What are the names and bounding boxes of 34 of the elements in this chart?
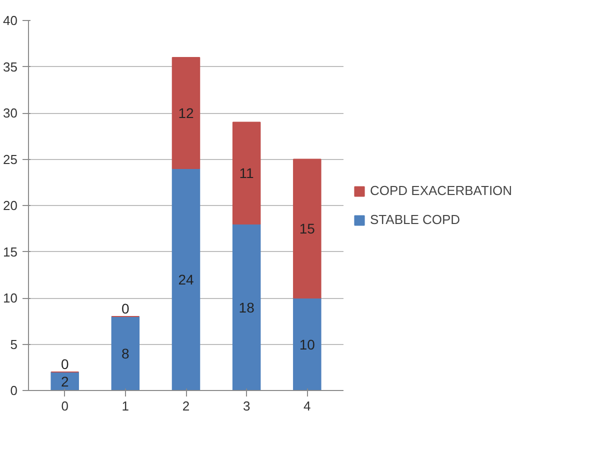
data-label: 10 bbox=[299, 336, 316, 352]
data-label: 0 bbox=[122, 300, 130, 316]
data-label: 2 bbox=[60, 373, 69, 390]
x-tick-label: 4 bbox=[304, 398, 311, 414]
y-tick-label: 15 bbox=[3, 244, 18, 260]
x-tick-label: 0 bbox=[61, 398, 68, 414]
x-tick-label: 3 bbox=[242, 398, 250, 414]
data-label: 24 bbox=[178, 272, 194, 288]
y-tick-label: 5 bbox=[10, 336, 18, 352]
y-tick-label: 10 bbox=[3, 290, 18, 306]
legend-label: STABLE COPD bbox=[370, 212, 460, 227]
bar bbox=[111, 316, 140, 390]
data-label: 8 bbox=[122, 346, 130, 362]
data-label: 12 bbox=[178, 105, 194, 121]
y-tick-label: 40 bbox=[3, 13, 18, 28]
data-label: 18 bbox=[238, 299, 255, 316]
x-tick-label: 2 bbox=[182, 398, 190, 414]
y-tick-label: 30 bbox=[3, 106, 18, 120]
y-tick-label: 20 bbox=[3, 198, 18, 213]
bar bbox=[232, 224, 261, 390]
data-label: 15 bbox=[299, 220, 316, 237]
bar bbox=[172, 168, 200, 390]
data-label: 11 bbox=[239, 165, 254, 182]
y-tick-label: 25 bbox=[3, 152, 18, 167]
bar bbox=[50, 372, 79, 390]
y-tick-label: 35 bbox=[3, 59, 18, 74]
bar bbox=[172, 57, 200, 169]
bar bbox=[293, 158, 322, 298]
x-tick-label: 1 bbox=[122, 398, 130, 414]
legend-label: COPD EXACERBATION bbox=[370, 183, 512, 198]
bar bbox=[232, 122, 261, 224]
data-label: 0 bbox=[60, 356, 69, 372]
bar bbox=[293, 298, 322, 390]
y-tick-label: 0 bbox=[10, 383, 18, 398]
